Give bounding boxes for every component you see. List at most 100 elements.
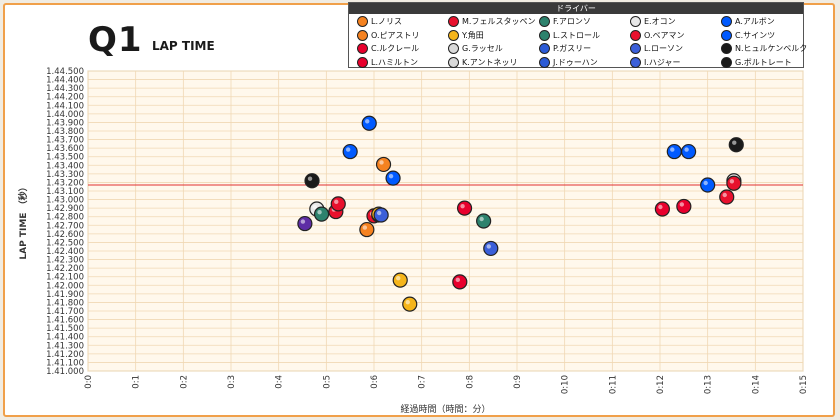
data-point [373, 207, 389, 223]
driver-icon [448, 29, 459, 41]
driver-icon [630, 43, 641, 54]
legend-label: J.ドゥーハン [553, 57, 598, 67]
driver-icon [448, 56, 459, 68]
x-tick-label: 0:15 [799, 375, 809, 394]
legend-label: L.ハミルトン [371, 57, 418, 67]
data-point [359, 221, 375, 238]
legend-label: F.アロンソ [553, 17, 591, 26]
x-tick-label: 0:13 [704, 375, 714, 394]
y-tick-label: 1.42.700 [46, 221, 84, 231]
legend-label: C.サインツ [735, 30, 776, 40]
data-point [483, 240, 499, 257]
data-point [297, 215, 313, 232]
driver-icon [357, 43, 368, 54]
legend-label: L.ローソン [644, 44, 683, 53]
y-tick-label: 1.43.400 [46, 161, 84, 171]
legend-label: G.ボルトレート [735, 57, 792, 67]
legend-label: G.ラッセル [462, 44, 503, 53]
y-tick-label: 1.41.400 [46, 333, 84, 343]
y-tick-label: 1.43.300 [46, 170, 84, 180]
y-tick-label: 1.41.100 [46, 358, 84, 368]
y-tick-label: 1.43.100 [46, 187, 84, 197]
x-tick-label: 0:10 [561, 375, 571, 394]
driver-icon [721, 43, 732, 54]
data-point [392, 272, 408, 288]
y-tick-label: 1.41.900 [46, 290, 84, 300]
data-point [313, 206, 330, 222]
y-tick-label: 1.43.200 [46, 178, 84, 188]
data-point [330, 196, 346, 212]
x-tick-label: 0:6 [370, 375, 380, 389]
legend-label: M.フェルスタッペン [462, 17, 536, 26]
y-tick-label: 1.42.300 [46, 256, 84, 266]
y-tick-label: 1.44.300 [46, 84, 84, 94]
data-point [342, 143, 358, 160]
data-point [402, 296, 418, 312]
x-tick-label: 0:0 [84, 375, 94, 389]
data-point [700, 177, 716, 193]
data-point [304, 173, 320, 189]
legend-label: I.ハジャー [644, 57, 681, 67]
y-tick-label: 1.44.400 [46, 76, 84, 86]
driver-icon [357, 29, 368, 41]
plot-area [87, 70, 804, 372]
data-point [680, 143, 697, 160]
y-tick-label: 1.43.900 [46, 118, 84, 128]
y-tick-label: 1.43.500 [46, 153, 84, 163]
x-tick-label: 0:3 [227, 375, 237, 389]
chart-title: Q1 [88, 20, 143, 60]
y-tick-label: 1.44.000 [46, 110, 84, 120]
data-point [666, 143, 682, 160]
driver-icon [630, 16, 641, 27]
driver-legend: ドライバー L.ノリス M.フェルスタッペン F.アロンソ E.オコン A.アルボン O.… [348, 2, 808, 68]
chart-subtitle: LAP TIME [152, 39, 215, 53]
legend-label: N.ヒュルケンベルク [735, 44, 808, 53]
driver-icon [721, 29, 732, 41]
x-tick-label: 0:1 [132, 375, 142, 389]
driver-icon [539, 43, 550, 54]
x-tick-label: 0:12 [656, 375, 666, 394]
driver-icon [448, 16, 459, 27]
driver-icon [630, 29, 641, 41]
driver-icon [539, 56, 550, 68]
legend-label: O.ベアマン [644, 30, 685, 40]
y-tick-label: 1.43.000 [46, 196, 84, 206]
x-tick-label: 0:7 [418, 375, 428, 389]
driver-icon [539, 29, 550, 41]
driver-icon [357, 16, 368, 27]
y-tick-label: 1.43.800 [46, 127, 84, 137]
y-axis-label: LAP TIME （秒） [17, 182, 29, 259]
y-tick-label: 1.42.100 [46, 273, 84, 283]
x-tick-label: 0:2 [179, 375, 189, 389]
driver-icon [357, 56, 368, 68]
y-tick-label: 1.42.500 [46, 238, 84, 248]
y-axis-ticks: 1.41.0001.41.1001.41.2001.41.3001.41.400… [46, 67, 84, 377]
x-tick-label: 0:4 [275, 375, 285, 389]
y-tick-label: 1.42.800 [46, 213, 84, 223]
y-tick-label: 1.41.700 [46, 307, 84, 317]
data-point [452, 274, 468, 290]
legend-label: E.オコン [644, 17, 676, 26]
y-tick-label: 1.41.600 [46, 316, 84, 326]
legend-label: O.ピアストリ [371, 30, 420, 40]
legend-label: P.ガスリー [553, 44, 592, 53]
grid [87, 70, 804, 372]
y-tick-label: 1.44.100 [46, 101, 84, 111]
legend-label: Y.角田 [462, 30, 484, 40]
data-point [726, 175, 742, 191]
data-point [361, 115, 377, 131]
x-tick-label: 0:14 [751, 375, 761, 394]
data-point [654, 201, 670, 217]
driver-icon [539, 16, 550, 27]
y-tick-label: 1.44.500 [46, 67, 84, 77]
y-tick-label: 1.41.300 [46, 341, 84, 351]
y-tick-label: 1.42.900 [46, 204, 84, 214]
legend-label: C.ルクレール [371, 44, 420, 53]
y-tick-label: 1.42.200 [46, 264, 84, 274]
legend-label: L.ノリス [371, 17, 402, 26]
driver-icon [630, 56, 641, 68]
y-tick-label: 1.41.200 [46, 350, 84, 360]
data-point [676, 198, 692, 215]
y-tick-label: 1.44.200 [46, 93, 84, 103]
data-point [456, 200, 473, 216]
